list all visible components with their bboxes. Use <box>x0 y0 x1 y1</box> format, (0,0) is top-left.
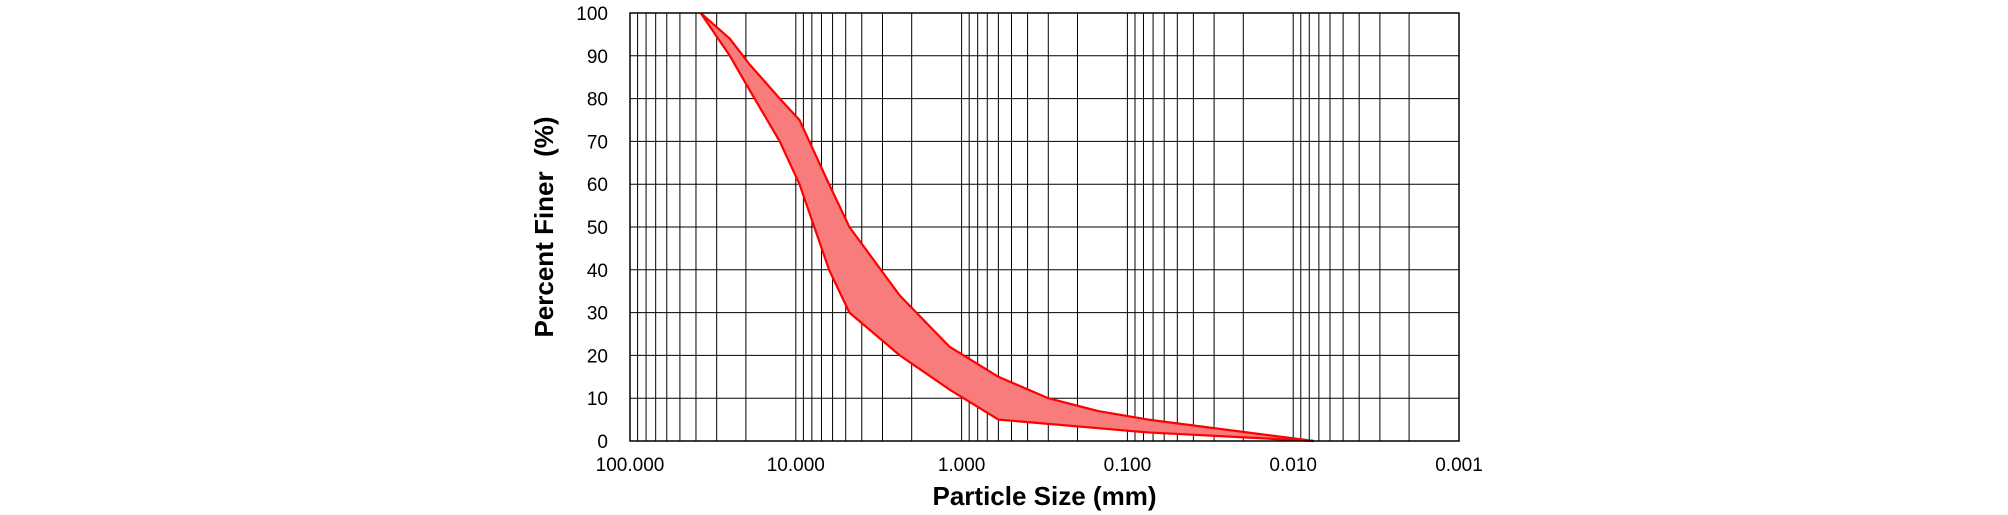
upper-limit-line <box>699 12 1315 443</box>
y-tick-label: 0 <box>597 432 608 453</box>
y-axis-ticks: 0 10 20 30 40 50 60 70 80 90 100 <box>576 4 608 453</box>
x-tick-label: 0.100 <box>1104 455 1152 476</box>
lower-limit-line <box>699 12 1314 443</box>
x-tick-label: 10.000 <box>767 455 825 476</box>
y-tick-label: 100 <box>576 4 608 25</box>
gradation-band <box>699 12 1315 443</box>
y-tick-label: 50 <box>587 218 608 239</box>
y-tick-label: 40 <box>587 261 608 282</box>
y-tick-label: 60 <box>587 175 608 196</box>
y-tick-label: 30 <box>587 304 608 325</box>
y-tick-label: 10 <box>587 389 608 410</box>
x-axis-ticks: 100.000 10.000 1.000 0.100 0.010 0.001 <box>596 455 1483 476</box>
y-tick-label: 80 <box>587 90 608 111</box>
plot-area-border <box>629 12 1460 442</box>
grid <box>630 12 1460 442</box>
y-tick-label: 70 <box>587 132 608 153</box>
y-tick-label: 20 <box>587 346 608 367</box>
x-tick-label: 0.001 <box>1435 455 1483 476</box>
x-tick-label: 100.000 <box>596 455 665 476</box>
x-axis-label: Particle Size (mm) <box>933 481 1157 511</box>
x-tick-label: 0.010 <box>1269 455 1317 476</box>
y-axis-label: Percent Finer (%) <box>529 116 559 337</box>
x-tick-label: 1.000 <box>938 455 986 476</box>
gradation-band-fill <box>700 13 1314 441</box>
y-tick-label: 90 <box>587 47 608 68</box>
